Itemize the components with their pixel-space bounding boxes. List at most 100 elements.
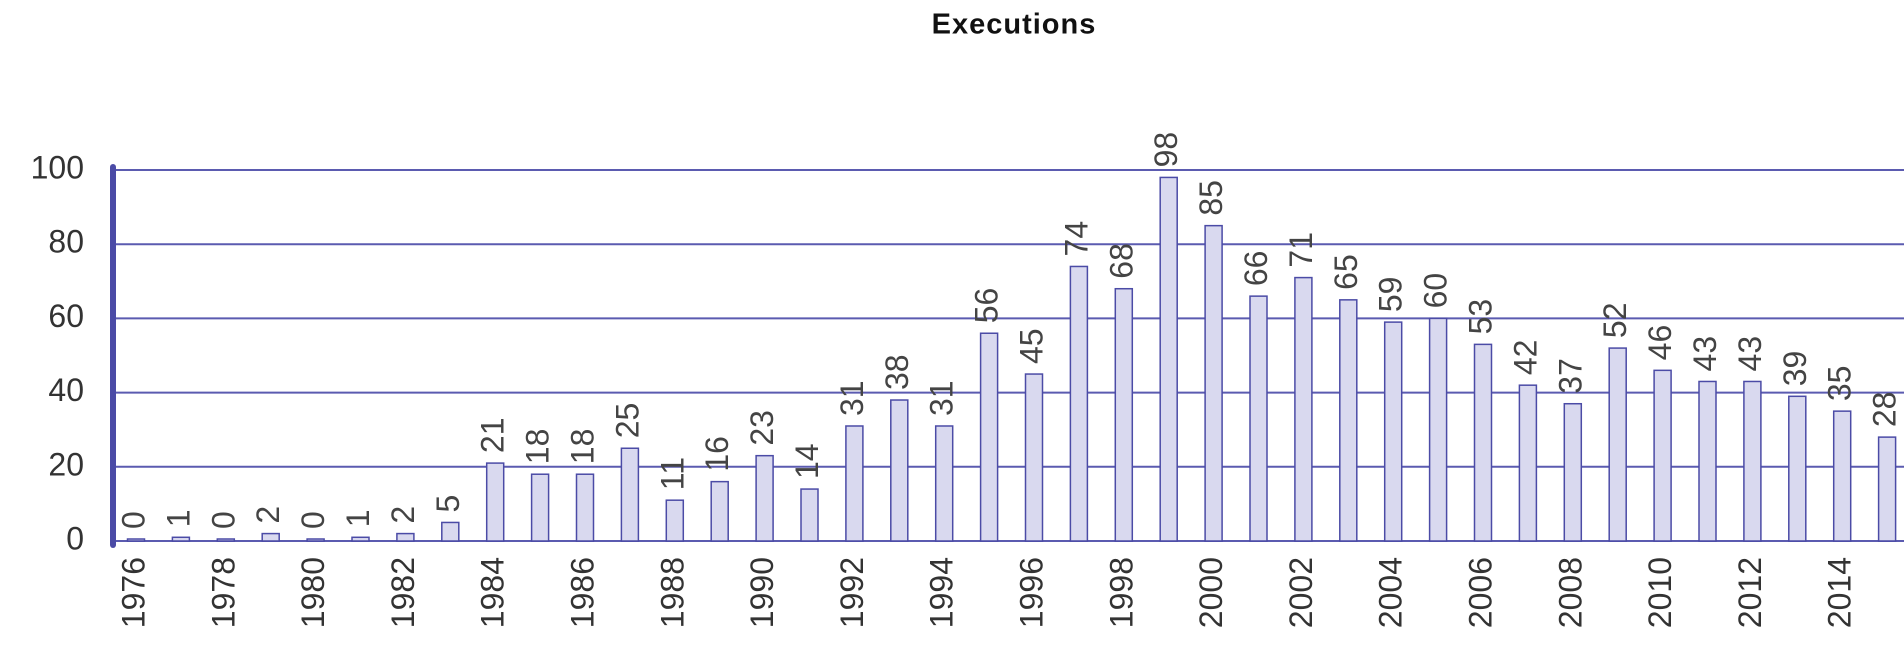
x-tick-label: 2000 [1193,557,1229,628]
x-tick-label: 2014 [1822,557,1858,628]
value-label: 16 [699,436,735,472]
bar [979,332,999,542]
bar [1204,224,1223,542]
bar [306,538,325,542]
value-label: 66 [1238,251,1274,287]
value-label: 2 [250,506,286,524]
y-tick-label: 0 [66,520,84,556]
value-label: 46 [1642,325,1678,361]
value-label: 2 [385,506,421,524]
value-label: 52 [1597,302,1633,338]
bar [890,399,909,542]
bar [1339,299,1358,542]
x-tick-label: 2010 [1642,557,1678,628]
value-label: 0 [205,511,241,529]
y-tick-label: 100 [31,149,84,185]
bar [1563,402,1583,542]
bar [665,499,685,542]
x-tick-label: 1996 [1013,557,1049,628]
value-label: 71 [1283,232,1319,268]
x-tick-label: 1990 [744,557,780,628]
bar [1024,373,1044,542]
value-label: 21 [475,417,511,453]
y-tick-label: 60 [48,298,84,334]
bar [1069,265,1089,542]
x-tick-label: 1978 [205,557,241,628]
bar [1473,343,1493,542]
bar [1294,276,1313,542]
value-label: 1 [160,509,196,527]
bar [1743,380,1762,542]
y-tick-label: 40 [48,372,84,408]
bar [845,425,864,542]
value-label: 35 [1822,366,1858,402]
value-label: 74 [1058,221,1094,257]
bar [351,536,370,542]
value-label: 98 [1148,132,1184,168]
x-tick-label: 2008 [1552,557,1588,628]
value-label: 37 [1552,358,1588,394]
value-label: 18 [520,429,556,465]
value-label: 85 [1193,180,1229,216]
x-tick-label: 1984 [475,557,511,628]
bar [216,538,236,542]
bar [441,521,460,542]
bar [1114,287,1134,542]
y-tick-label: 80 [48,224,84,260]
value-label: 11 [654,457,690,490]
bar [1383,321,1403,542]
value-label: 31 [924,380,960,416]
value-label: 59 [1373,277,1409,313]
x-tick-label: 1992 [834,557,870,628]
value-label: 53 [1462,299,1498,335]
bar [800,488,819,542]
value-label: 38 [879,354,915,390]
x-tick-label: 1986 [564,557,600,628]
value-label: 45 [1013,328,1049,364]
bar [1832,410,1852,542]
x-tick-label: 1988 [654,557,690,628]
value-label: 56 [969,288,1005,324]
x-tick-label: 1980 [295,557,331,628]
bar [575,473,595,542]
bar [1518,384,1538,542]
value-label: 65 [1328,254,1364,290]
value-label: 14 [789,443,825,479]
bar [396,532,415,542]
y-tick-label: 20 [48,446,84,482]
bar [530,473,550,542]
bar [171,536,191,542]
value-label: 60 [1418,273,1454,309]
x-tick-label: 2002 [1283,557,1319,628]
x-tick-label: 1976 [115,557,151,628]
bar [485,462,505,542]
x-tick-label: 2012 [1732,557,1768,628]
bar [755,454,774,542]
x-tick-label: 1994 [924,557,960,628]
value-label: 28 [1867,392,1903,428]
value-label: 0 [115,511,151,529]
value-label: 42 [1507,340,1543,376]
bar [710,480,729,542]
bar [261,532,280,542]
value-label: 31 [834,380,870,416]
bar [1788,395,1807,542]
bar [620,447,640,542]
bar [1653,369,1672,542]
x-tick-label: 1982 [385,557,421,628]
value-label: 23 [744,410,780,446]
bar [126,538,146,542]
value-label: 68 [1103,243,1139,279]
value-label: 43 [1732,336,1768,372]
value-label: 0 [295,511,331,529]
bar [1249,295,1268,542]
bar [1428,317,1448,542]
bar [1608,347,1627,542]
value-label: 18 [564,429,600,465]
value-label: 39 [1777,351,1813,387]
value-label: 5 [430,495,466,513]
x-tick-label: 2004 [1373,557,1409,628]
bar [1159,176,1178,542]
x-tick-label: 2006 [1462,557,1498,628]
